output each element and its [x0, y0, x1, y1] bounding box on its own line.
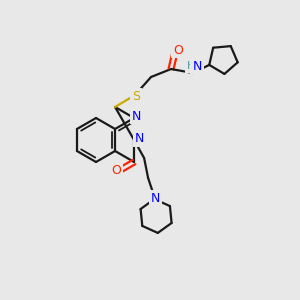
Text: N: N: [134, 133, 144, 146]
Text: H: H: [187, 61, 195, 71]
Text: O: O: [173, 44, 183, 56]
Text: O: O: [112, 164, 122, 178]
Text: N: N: [192, 59, 202, 73]
Text: N: N: [131, 110, 141, 122]
Text: S: S: [132, 89, 140, 103]
Text: N: N: [151, 192, 160, 205]
